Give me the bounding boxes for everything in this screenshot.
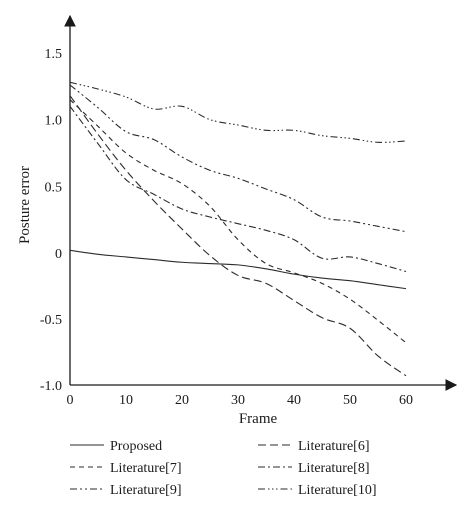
x-axis-title: Frame [239,411,278,427]
y-tick-label: 0.5 [45,180,63,195]
x-tick-label: 10 [119,393,133,408]
y-tick-label: 1.5 [45,47,63,62]
legend-label-literature-7: Literature[7] [110,461,182,476]
x-tick-label: 60 [399,393,413,408]
x-tick-labels: 0 10 20 30 40 50 60 [67,393,414,408]
series-line-literature-7 [69,99,407,344]
legend: Proposed Literature[6] Literature[7] Litera… [70,439,377,498]
series-line-literature-10 [69,81,407,143]
y-tick-label: 0 [55,247,62,262]
y-tick-label: -1.0 [40,379,62,394]
series-lines [69,81,407,377]
y-tick-label: -0.5 [40,313,62,328]
series-line-proposed [69,249,407,290]
legend-label-literature-8: Literature[8] [298,461,370,476]
x-tick-label: 20 [175,393,189,408]
legend-label-literature-6: Literature[6] [298,439,370,454]
y-tick-labels: 1.5 1.0 0.5 0 -0.5 -1.0 [40,47,62,394]
x-tick-label: 0 [67,393,74,408]
series-line-literature-6 [69,95,407,377]
y-axis-title: Posture error [17,166,33,244]
x-tick-label: 30 [231,393,245,408]
legend-label-literature-9: Literature[9] [110,483,182,498]
y-tick-label: 1.0 [45,114,63,129]
legend-label-proposed: Proposed [110,439,162,454]
x-tick-label: 40 [287,393,301,408]
axes [64,14,458,391]
x-tick-label: 50 [343,393,357,408]
series-line-literature-9 [69,84,407,233]
series-line-literature-8 [69,106,407,273]
legend-label-literature-10: Literature[10] [298,483,377,498]
